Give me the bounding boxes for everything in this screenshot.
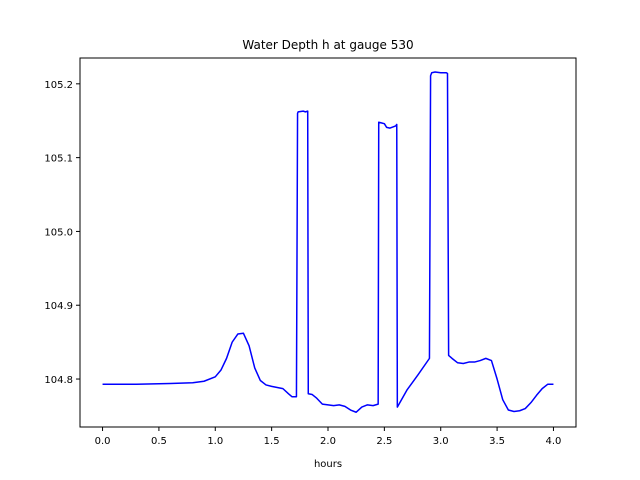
x-tick-label: 0.5 [151, 436, 167, 447]
x-axis: 0.0 0.5 1.0 1.5 2.0 2.5 3.0 3.5 4.0 [95, 427, 562, 447]
y-tick-label: 104.9 [44, 301, 73, 312]
plot-frame [79, 57, 577, 428]
x-tick-label: 1.0 [207, 436, 223, 447]
chart-title: Water Depth h at gauge 530 [242, 38, 413, 52]
x-tick-label: 2.5 [376, 436, 392, 447]
x-tick-label: 4.0 [546, 436, 562, 447]
x-tick-label: 1.5 [264, 436, 280, 447]
y-axis: 104.8 104.9 105.0 105.1 105.2 [44, 80, 80, 386]
x-tick-label: 2.0 [320, 436, 336, 447]
y-tick-label: 105.2 [44, 80, 73, 91]
plot-area [79, 57, 577, 428]
series-line-0 [102, 71, 554, 413]
y-tick-label: 105.1 [44, 154, 73, 165]
x-axis-label: hours [314, 459, 342, 470]
y-tick-label: 104.8 [44, 375, 73, 386]
x-tick-label: 3.0 [433, 436, 449, 447]
y-tick-label: 105.0 [44, 227, 73, 238]
x-tick-label: 3.5 [489, 436, 505, 447]
x-tick-label: 0.0 [95, 436, 111, 447]
